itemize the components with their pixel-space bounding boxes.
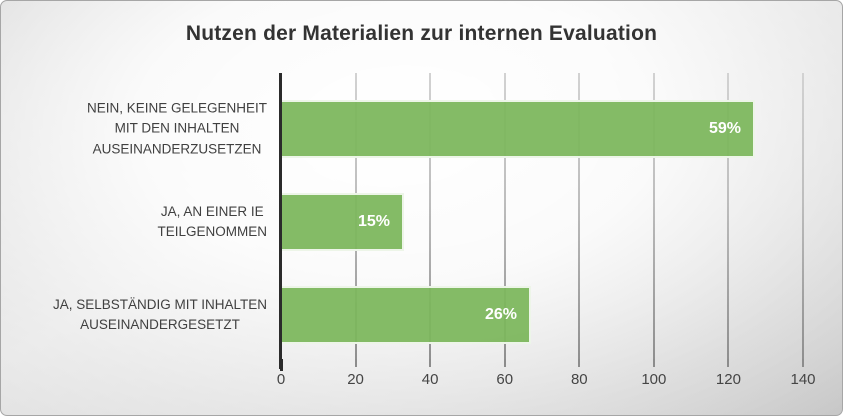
category-label-0: NEIN, KEINE GELEGENHEIT MIT DEN INHALTEN… <box>86 100 267 157</box>
bar-0: 59% <box>281 100 755 158</box>
gridline-x-100 <box>652 73 655 359</box>
x-tick-mark-140 <box>802 359 804 367</box>
x-tick-label-140: 140 <box>790 371 816 388</box>
x-tick-label-80: 80 <box>570 371 588 388</box>
y-axis-line <box>279 73 282 369</box>
plot-area: 59% 15% 26% <box>281 73 804 359</box>
gridline-x-60 <box>503 73 506 359</box>
x-tick-label-100: 100 <box>641 371 667 388</box>
x-tick-mark-100 <box>652 359 655 367</box>
x-tick-label-40: 40 <box>421 371 439 388</box>
gridline-x-80 <box>578 73 581 359</box>
bar-1: 15% <box>281 193 404 251</box>
category-axis-labels: NEIN, KEINE GELEGENHEIT MIT DEN INHALTEN… <box>1 79 267 359</box>
x-tick-label-120: 120 <box>715 371 741 388</box>
x-axis-tick-labels: 0 20 40 60 80 100 120 140 <box>277 371 816 393</box>
gridline-x-140 <box>802 73 804 359</box>
bar-value-label-0: 59% <box>708 120 741 137</box>
x-tick-label-0: 0 <box>276 371 286 388</box>
x-tick-label-60: 60 <box>496 371 514 388</box>
category-label-1: JA, AN EINER IE TEILGENOMMEN <box>157 203 267 239</box>
x-tick-mark-20 <box>354 359 357 367</box>
gridline-x-120 <box>727 73 730 359</box>
x-tick-mark-80 <box>578 359 581 367</box>
x-tick-mark-40 <box>429 359 432 367</box>
bar-value-label-1: 15% <box>357 213 390 230</box>
gridline-x-40 <box>429 73 432 359</box>
x-tick-label-20: 20 <box>347 371 364 388</box>
bar-2: 26% <box>281 286 531 344</box>
bar-value-label-2: 26% <box>484 306 517 323</box>
x-tick-mark-120 <box>727 359 730 367</box>
category-label-2: JA, SELBSTÄNDIG MIT INHALTEN AUSEINANDER… <box>52 296 267 332</box>
chart-title: Nutzen der Materialien zur internen Eval… <box>185 22 658 45</box>
x-tick-mark-60 <box>503 359 506 367</box>
